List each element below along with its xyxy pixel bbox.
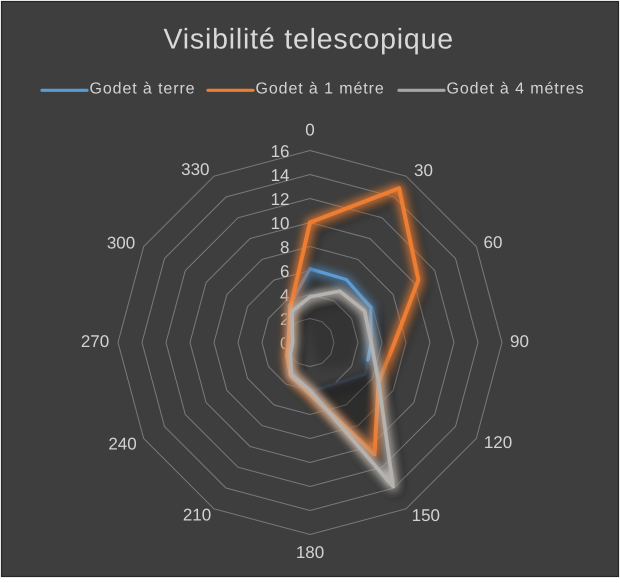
svg-text:210: 210 bbox=[183, 505, 211, 524]
svg-text:14: 14 bbox=[271, 166, 290, 185]
svg-text:8: 8 bbox=[280, 238, 289, 257]
svg-text:180: 180 bbox=[296, 543, 324, 562]
svg-text:12: 12 bbox=[271, 190, 290, 209]
svg-text:270: 270 bbox=[81, 332, 109, 351]
svg-text:300: 300 bbox=[107, 233, 135, 252]
svg-text:120: 120 bbox=[484, 433, 512, 452]
svg-text:330: 330 bbox=[181, 160, 209, 179]
svg-text:60: 60 bbox=[484, 233, 503, 252]
svg-text:0: 0 bbox=[305, 120, 314, 139]
svg-text:Godet à 4 métres: Godet à 4 métres bbox=[447, 80, 585, 97]
svg-text:Visibilité telescopique: Visibilité telescopique bbox=[164, 24, 454, 56]
svg-text:150: 150 bbox=[412, 506, 440, 525]
svg-text:6: 6 bbox=[280, 262, 289, 281]
svg-text:90: 90 bbox=[510, 332, 529, 351]
svg-text:10: 10 bbox=[271, 214, 290, 233]
svg-text:4: 4 bbox=[280, 286, 289, 305]
svg-text:2: 2 bbox=[280, 310, 289, 329]
svg-text:Godet à terre: Godet à terre bbox=[90, 80, 196, 97]
svg-text:16: 16 bbox=[271, 142, 290, 161]
svg-text:0: 0 bbox=[280, 334, 289, 353]
svg-text:240: 240 bbox=[108, 434, 136, 453]
svg-text:Godet à 1 métre: Godet à 1 métre bbox=[256, 80, 385, 97]
svg-text:30: 30 bbox=[414, 161, 433, 180]
